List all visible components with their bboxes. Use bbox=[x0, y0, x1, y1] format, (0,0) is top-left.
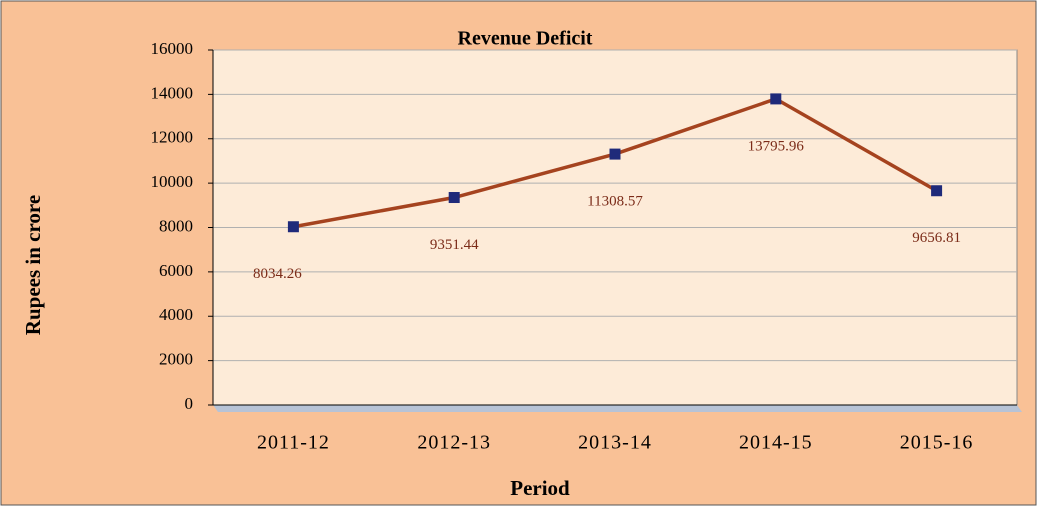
y-tick-label: 8000 bbox=[159, 216, 193, 235]
y-tick-label: 12000 bbox=[151, 128, 194, 147]
data-label: 8034.26 bbox=[253, 266, 302, 282]
x-tick-label: 2011-12 bbox=[257, 432, 330, 454]
plot-floor bbox=[213, 405, 1022, 412]
chart-title: Revenue Deficit bbox=[458, 28, 593, 50]
y-tick-label: 4000 bbox=[159, 305, 193, 324]
x-axis-title: Period bbox=[510, 476, 570, 500]
x-tick-label: 2014-15 bbox=[739, 432, 813, 454]
y-tick-label: 10000 bbox=[151, 172, 194, 191]
y-tick-label: 2000 bbox=[159, 350, 193, 369]
data-point bbox=[287, 221, 299, 233]
data-label: 13795.96 bbox=[748, 138, 805, 154]
y-axis-title: Rupees in crore bbox=[21, 195, 45, 335]
data-point bbox=[931, 185, 943, 197]
data-label: 9656.81 bbox=[912, 230, 961, 246]
x-tick-label: 2015-16 bbox=[900, 432, 974, 454]
y-tick-label: 16000 bbox=[151, 39, 194, 58]
y-tick-label: 14000 bbox=[151, 83, 194, 102]
data-label: 9351.44 bbox=[430, 237, 479, 253]
x-tick-label: 2013-14 bbox=[578, 432, 652, 454]
y-tick-label: 0 bbox=[185, 394, 194, 413]
data-point bbox=[448, 192, 460, 204]
y-tick-label: 6000 bbox=[159, 261, 193, 280]
x-tick-label: 2012-13 bbox=[417, 432, 491, 454]
data-label: 11308.57 bbox=[587, 194, 643, 210]
data-point bbox=[770, 93, 782, 105]
data-point bbox=[609, 148, 621, 160]
